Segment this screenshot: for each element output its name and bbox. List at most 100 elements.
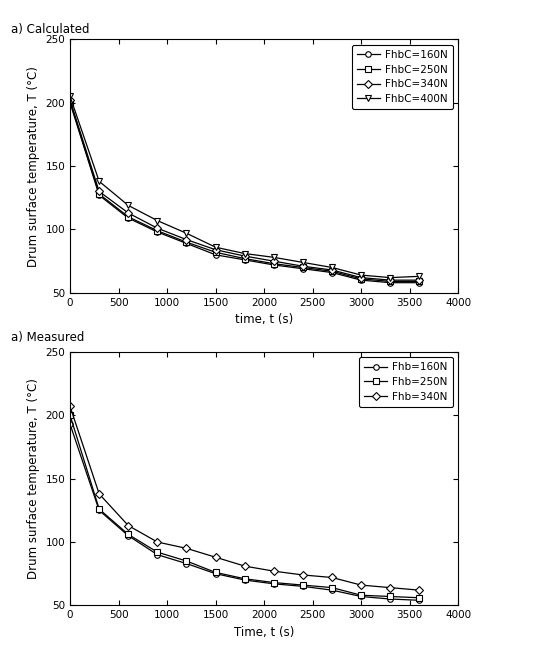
Fhb=250N (329, 584, 335, 592)
Legend: FhbC=160N, FhbC=250N, FhbC=340N, FhbC=400N: FhbC=160N, FhbC=250N, FhbC=340N, FhbC=40… (351, 45, 453, 109)
FhbC=400N (416, 272, 423, 280)
FhbC=400N (241, 249, 248, 257)
Fhb=250N (358, 592, 364, 599)
Fhb=250N (183, 557, 190, 565)
FhbC=400N (358, 271, 364, 279)
FhbC=400N (67, 93, 73, 101)
Fhb=340N (387, 584, 393, 592)
Fhb=160N (358, 593, 364, 601)
FhbC=160N (241, 256, 248, 264)
FhbC=400N (212, 243, 219, 251)
FhbC=400N (387, 274, 393, 282)
Fhb=340N (183, 544, 190, 552)
Y-axis label: Drum surface temperature, T (°C): Drum surface temperature, T (°C) (27, 66, 40, 266)
Fhb=160N (154, 551, 161, 559)
FhbC=250N (183, 238, 190, 246)
Fhb=340N (241, 562, 248, 570)
Y-axis label: Drum surface temperature, T (°C): Drum surface temperature, T (°C) (27, 378, 40, 579)
Fhb=160N (416, 596, 423, 604)
FhbC=340N (183, 236, 190, 243)
Fhb=250N (96, 505, 102, 513)
FhbC=340N (300, 263, 306, 270)
FhbC=340N (271, 257, 277, 265)
Fhb=160N (212, 570, 219, 578)
Fhb=250N (212, 569, 219, 576)
Text: a) Measured: a) Measured (11, 331, 84, 344)
FhbC=400N (125, 201, 132, 209)
FhbC=250N (125, 213, 132, 221)
Legend: Fhb=160N, Fhb=250N, Fhb=340N: Fhb=160N, Fhb=250N, Fhb=340N (359, 357, 453, 407)
Fhb=250N (271, 578, 277, 586)
Line: Fhb=160N: Fhb=160N (67, 422, 422, 603)
FhbC=340N (358, 274, 364, 282)
FhbC=340N (154, 224, 161, 232)
X-axis label: Time, t (s): Time, t (s) (234, 626, 294, 639)
Fhb=340N (271, 567, 277, 575)
Fhb=160N (241, 576, 248, 584)
Fhb=250N (300, 581, 306, 589)
FhbC=400N (183, 230, 190, 238)
FhbC=250N (67, 97, 73, 105)
FhbC=160N (67, 99, 73, 107)
Fhb=160N (125, 532, 132, 540)
Fhb=250N (67, 411, 73, 419)
FhbC=250N (212, 248, 219, 256)
FhbC=340N (67, 96, 73, 104)
FhbC=160N (387, 279, 393, 287)
FhbC=160N (96, 191, 102, 199)
Line: FhbC=160N: FhbC=160N (67, 100, 422, 286)
Fhb=160N (387, 595, 393, 603)
FhbC=400N (154, 216, 161, 224)
Text: a) Calculated: a) Calculated (11, 23, 89, 36)
Fhb=250N (241, 575, 248, 583)
FhbC=340N (212, 246, 219, 254)
FhbC=160N (329, 268, 335, 276)
FhbC=160N (212, 251, 219, 259)
FhbC=250N (358, 275, 364, 283)
FhbC=340N (416, 276, 423, 284)
Fhb=250N (154, 548, 161, 556)
Fhb=160N (329, 586, 335, 594)
Fhb=250N (125, 530, 132, 538)
Fhb=340N (358, 581, 364, 589)
FhbC=250N (96, 190, 102, 198)
FhbC=250N (387, 278, 393, 286)
X-axis label: time, t (s): time, t (s) (235, 313, 293, 326)
Fhb=340N (212, 553, 219, 561)
FhbC=340N (125, 209, 132, 217)
Fhb=340N (416, 586, 423, 594)
FhbC=160N (183, 240, 190, 247)
Line: Fhb=340N: Fhb=340N (67, 404, 422, 593)
Fhb=160N (271, 580, 277, 588)
Fhb=340N (300, 571, 306, 579)
Fhb=250N (416, 594, 423, 601)
Fhb=160N (96, 507, 102, 515)
FhbC=400N (96, 178, 102, 186)
FhbC=160N (416, 279, 423, 287)
FhbC=250N (271, 260, 277, 268)
FhbC=400N (271, 253, 277, 261)
FhbC=250N (300, 263, 306, 271)
Fhb=340N (96, 490, 102, 498)
Line: Fhb=250N: Fhb=250N (67, 413, 422, 601)
FhbC=400N (300, 259, 306, 266)
FhbC=160N (300, 265, 306, 272)
FhbC=340N (387, 276, 393, 284)
FhbC=160N (125, 214, 132, 222)
FhbC=160N (358, 276, 364, 284)
Fhb=340N (329, 574, 335, 582)
FhbC=340N (241, 252, 248, 260)
FhbC=400N (329, 263, 335, 271)
Fhb=250N (387, 593, 393, 601)
FhbC=250N (241, 255, 248, 263)
FhbC=160N (154, 228, 161, 236)
Line: FhbC=400N: FhbC=400N (67, 93, 423, 281)
FhbC=340N (96, 188, 102, 195)
Line: FhbC=340N: FhbC=340N (67, 97, 422, 283)
FhbC=250N (154, 227, 161, 235)
FhbC=160N (271, 261, 277, 269)
Fhb=340N (125, 522, 132, 530)
Line: FhbC=250N: FhbC=250N (67, 99, 422, 284)
Fhb=340N (154, 538, 161, 546)
FhbC=340N (329, 266, 335, 274)
